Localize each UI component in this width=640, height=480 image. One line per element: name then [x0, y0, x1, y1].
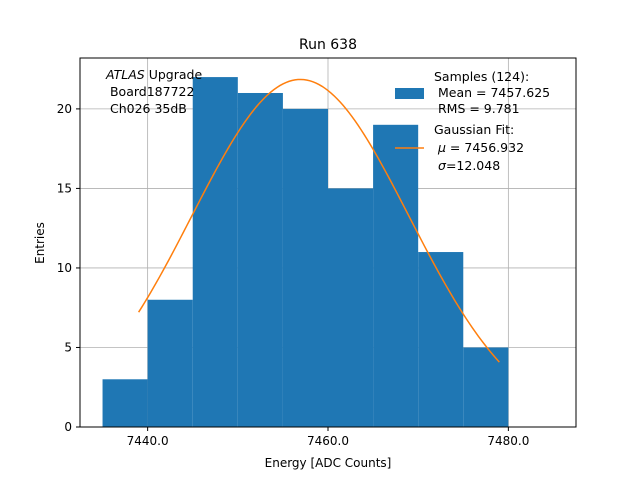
y-tick-label-3: 15 — [57, 181, 72, 195]
legend-fit-sigma: σ=12.048 — [438, 158, 500, 173]
legend-samples-title: Samples (124): — [434, 69, 529, 84]
y-axis-label: Entries — [33, 222, 47, 264]
chart-title: Run 638 — [299, 37, 357, 53]
legend: Samples (124): Mean = 7457.625 RMS = 9.7… — [395, 69, 550, 173]
histogram-bar-5 — [328, 188, 374, 427]
histogram-bars — [102, 77, 509, 428]
x-axis-label: Energy [ADC Counts] — [265, 456, 392, 470]
histogram-bar-6 — [373, 124, 419, 427]
legend-samples-swatch — [395, 88, 424, 99]
annotation-line-1: ATLAS Upgrade — [105, 67, 202, 82]
y-tick-label-0: 0 — [64, 420, 72, 434]
histogram-bar-2 — [192, 77, 238, 427]
histogram-bar-4 — [282, 108, 328, 428]
legend-samples-rms: RMS = 9.781 — [434, 101, 520, 116]
gaussian-fit-curve — [137, 78, 500, 363]
x-tick-label-0: 7440.0 — [127, 434, 169, 448]
x-tick-label-1: 7460.0 — [307, 434, 349, 448]
histogram-bar-8 — [463, 347, 509, 427]
legend-fit-title: Gaussian Fit: — [434, 122, 514, 137]
histogram-bar-0 — [102, 379, 148, 427]
atlas-annotation: ATLAS Upgrade Board187722 Ch026 35dB — [105, 67, 202, 116]
x-tick-label-2: 7480.0 — [487, 434, 529, 448]
x-axis-ticks: 7440.0 7460.0 7480.0 — [127, 427, 529, 448]
histogram-bar-3 — [237, 92, 283, 427]
y-tick-label-4: 20 — [57, 102, 72, 116]
histogram-bar-1 — [147, 299, 193, 427]
legend-fit-mu: μ = 7456.932 — [437, 140, 524, 155]
legend-samples-mean: Mean = 7457.625 — [434, 85, 550, 100]
y-tick-label-1: 5 — [64, 340, 72, 354]
annotation-line-2: Board187722 — [106, 84, 194, 99]
y-axis-ticks: 0 5 10 15 20 — [57, 102, 80, 434]
histogram-bar-7 — [418, 252, 464, 427]
annotation-line-3: Ch026 35dB — [106, 101, 187, 116]
y-tick-label-2: 10 — [57, 261, 72, 275]
